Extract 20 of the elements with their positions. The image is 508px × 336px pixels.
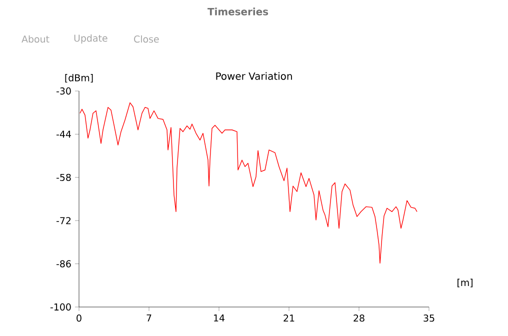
chart-title: Power Variation (216, 72, 292, 80)
text: Timeseries (208, 8, 268, 16)
y-tick-label: -100 (50, 303, 71, 311)
y-tick-label: -72 (56, 217, 71, 224)
x-tick-label: 21 (284, 314, 294, 322)
line-series (80, 102, 418, 264)
y-tick-label: -86 (56, 260, 71, 268)
x-tick-label: 14 (214, 314, 224, 322)
y-tick-label: -30 (56, 87, 71, 95)
y-axis-title: [dBm] (65, 74, 93, 82)
text: Close (134, 35, 159, 43)
x-tick-label: 7 (146, 314, 152, 322)
x-axis-title: [m] (458, 278, 472, 288)
y-tick-label: -58 (56, 174, 71, 181)
x-tick-label: 28 (354, 314, 364, 322)
text: Update (74, 34, 108, 44)
x-tick-label: 0 (76, 314, 82, 322)
text: About (22, 35, 50, 43)
x-tick-label: 35 (424, 314, 434, 322)
y-tick-label: -44 (56, 130, 71, 138)
